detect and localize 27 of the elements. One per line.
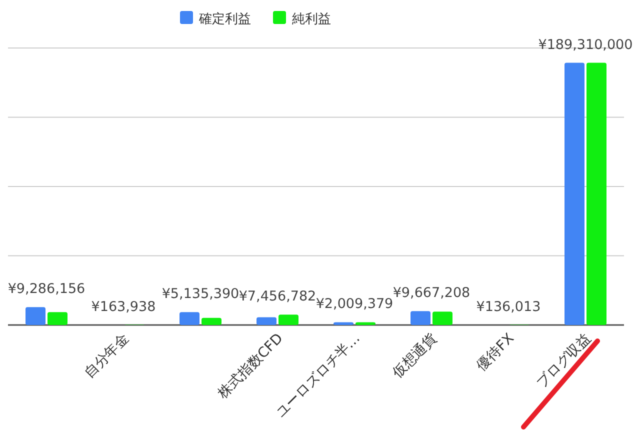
bar (410, 311, 430, 325)
data-label: ¥189,310,000 (538, 36, 633, 53)
data-label: ¥5,135,390 (162, 286, 240, 302)
data-label: ¥2,009,379 (316, 296, 394, 312)
bar (180, 312, 200, 325)
x-tick-label: 株式指数CFD (214, 330, 286, 402)
bar (432, 312, 452, 325)
x-tick-label: ブログ収益 (534, 330, 594, 392)
data-label: ¥7,456,782 (238, 288, 316, 305)
bar (48, 312, 68, 325)
bar (26, 307, 46, 325)
x-tick-label: 仮想通貨 (388, 330, 440, 382)
bar (586, 62, 606, 325)
data-label: ¥9,286,156 (8, 281, 86, 298)
legend-label: 確定利益 (198, 12, 251, 27)
bar (202, 318, 222, 325)
bar (564, 62, 584, 325)
x-tick-label: 優待FX (474, 330, 518, 374)
data-label: ¥163,938 (91, 298, 156, 315)
legend-label: 純利益 (292, 12, 331, 27)
data-label: ¥9,667,208 (392, 285, 470, 302)
bar (278, 314, 298, 325)
bar (356, 322, 376, 325)
bar (334, 322, 354, 325)
data-label: ¥136,013 (476, 298, 541, 315)
x-tick-label: 自分年金 (81, 330, 132, 382)
bar (256, 317, 276, 325)
